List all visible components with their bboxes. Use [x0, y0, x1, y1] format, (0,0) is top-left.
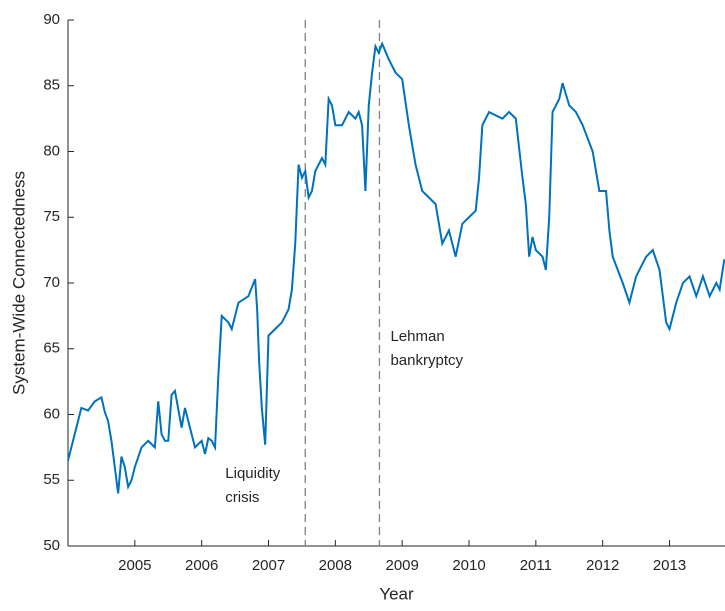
y-tick-label: 85	[43, 77, 60, 94]
x-tick-label: 2013	[653, 557, 686, 574]
y-tick-label: 70	[43, 274, 60, 291]
y-tick-label: 80	[43, 142, 60, 159]
x-tick-label: 2007	[252, 557, 285, 574]
x-tick-label: 2010	[452, 557, 485, 574]
y-tick-label: 60	[43, 405, 60, 422]
x-tick-label: 2011	[520, 557, 552, 574]
x-tick-label: 2005	[118, 557, 151, 574]
x-tick-label: 2012	[586, 557, 619, 574]
x-tick-label: 2006	[185, 557, 218, 574]
x-tick-label: 2009	[385, 557, 418, 574]
event-label: crisis	[225, 489, 259, 506]
y-tick-label: 75	[43, 208, 60, 225]
data-line	[67, 40, 725, 494]
y-tick-label: 90	[43, 11, 60, 28]
y-tick-label: 55	[43, 471, 60, 488]
x-tick-label: 2008	[319, 557, 352, 574]
y-tick-label: 65	[43, 340, 60, 357]
event-label: Liquidity	[225, 465, 281, 482]
y-tick-label: 50	[43, 537, 60, 554]
y-axis-label: System-Wide Connectedness	[9, 171, 28, 395]
x-axis-label: Year	[379, 584, 414, 603]
event-label: bankryptcy	[390, 352, 463, 369]
event-label: Lehman	[390, 328, 444, 345]
